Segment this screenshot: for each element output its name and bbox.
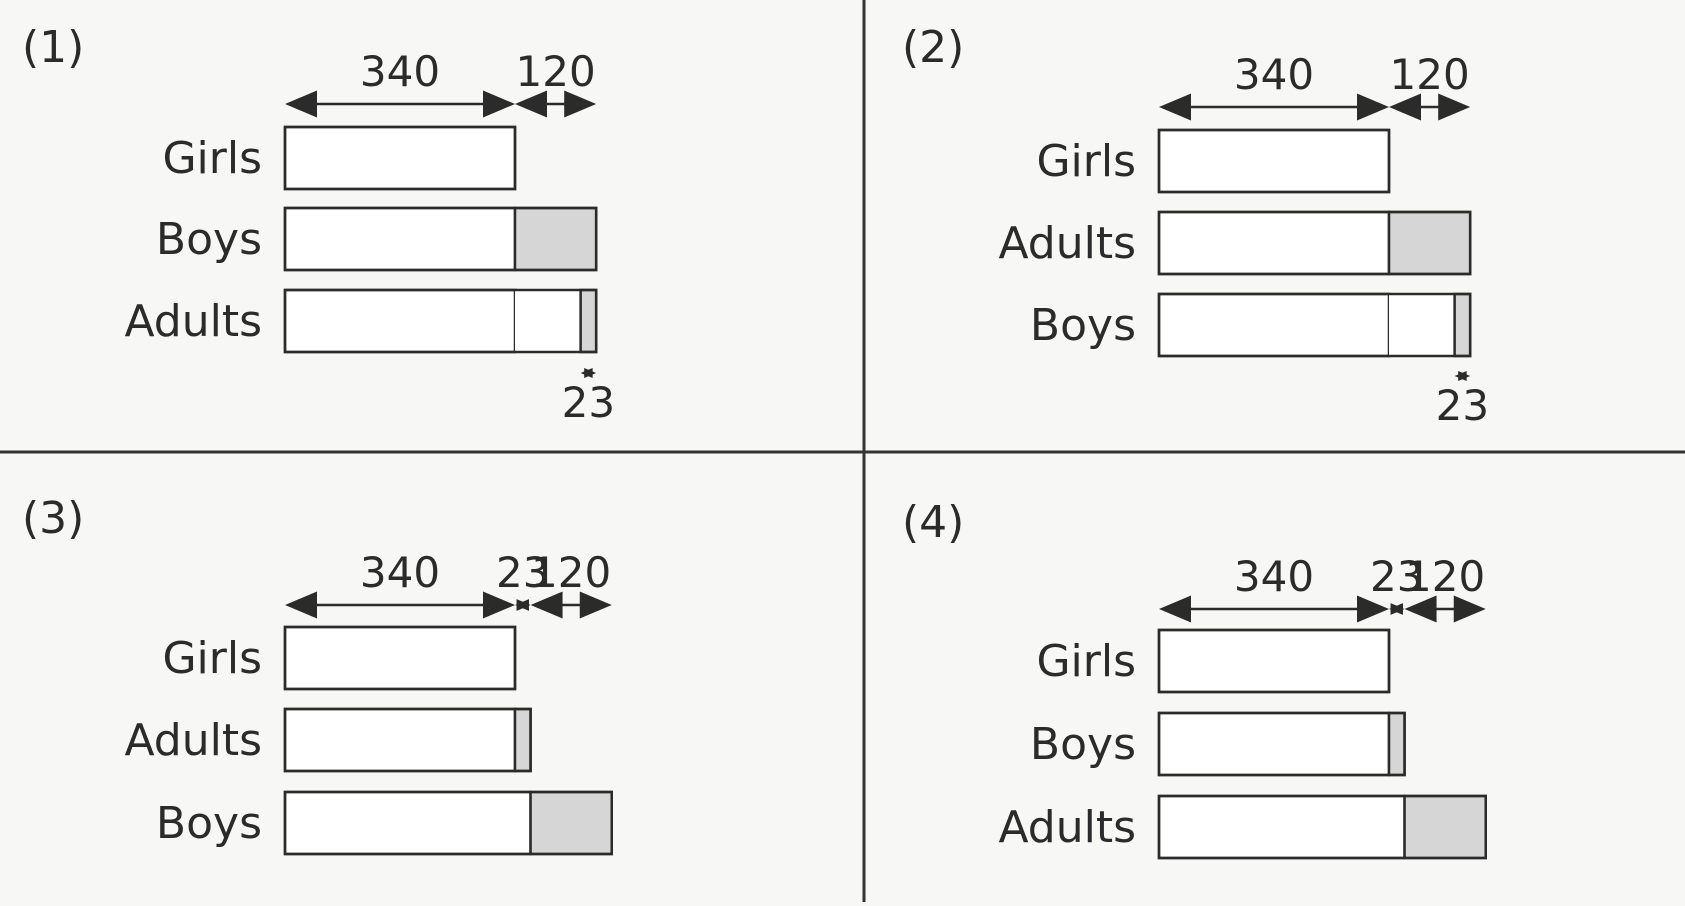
dimension-label: 340 — [1234, 552, 1314, 601]
bar-segment-shaded — [513, 707, 532, 773]
bar-outline — [1157, 210, 1472, 276]
dimension-label: 340 — [360, 548, 440, 597]
panel-number: (3) — [22, 493, 84, 544]
bar-label: Adults — [998, 218, 1136, 269]
bar-segment-shaded — [579, 288, 598, 354]
dimension-label: 340 — [1234, 50, 1314, 99]
dimension-arrow — [515, 599, 531, 611]
bar-segment-shaded — [1453, 292, 1472, 358]
dimension-arrow — [1404, 595, 1486, 623]
bar-label: Girls — [162, 133, 262, 184]
bar-label: Adults — [124, 296, 262, 347]
bar-boys: Boys — [156, 790, 613, 856]
dimension-label: 120 — [531, 548, 611, 597]
dimension-arrow-small — [580, 367, 597, 379]
bar-outline — [283, 206, 598, 272]
dimension-arrow — [1389, 93, 1471, 121]
bar-outline — [283, 288, 598, 354]
bar-segment-shaded — [1387, 711, 1406, 777]
bar-segment — [283, 625, 517, 691]
dimension-arrow — [1159, 595, 1389, 623]
bar-segment — [283, 288, 517, 354]
bar-segment — [1389, 294, 1455, 356]
bar-girls: Girls — [1036, 128, 1391, 194]
bar-outline — [283, 125, 517, 191]
bar-girls: Girls — [1036, 628, 1391, 694]
bar-segment — [283, 125, 517, 191]
bar-boys: Boys — [156, 206, 598, 272]
dimension-label: 120 — [1390, 50, 1470, 99]
bar-segment-shaded — [529, 790, 613, 856]
bar-outline — [1157, 128, 1391, 194]
dimension-label: 120 — [516, 47, 596, 96]
dimension-arrow — [285, 591, 515, 619]
panel-1: (1) 340 120 Girls Boys Adults 23 — [22, 22, 615, 427]
bar-segment — [283, 707, 517, 773]
dimension-label: 23 — [496, 548, 549, 597]
panel-number: (2) — [902, 22, 964, 73]
bar-girls: Girls — [162, 125, 517, 191]
dimension-label: 23 — [1436, 381, 1489, 430]
bar-girls: Girls — [162, 625, 517, 691]
bar-label: Boys — [1030, 719, 1136, 770]
bar-adults: Adults — [998, 210, 1472, 276]
bar-segment-shaded — [1403, 794, 1487, 860]
dimension-arrow — [530, 591, 612, 619]
dimension-label: 23 — [1370, 552, 1423, 601]
bar-outline — [283, 625, 517, 691]
dimension-arrow — [1159, 93, 1389, 121]
bar-outline — [283, 790, 613, 856]
bar-segment — [283, 790, 532, 856]
bar-segment-shaded — [1387, 210, 1472, 276]
dimension-arrow-small — [1454, 370, 1471, 382]
dimension-label: 120 — [1405, 552, 1485, 601]
panel-number: (1) — [22, 22, 84, 73]
bar-outline — [283, 707, 532, 773]
bar-label: Boys — [156, 214, 262, 265]
bar-label: Boys — [1030, 300, 1136, 351]
bar-segment — [283, 206, 517, 272]
bar-adults: Adults — [998, 794, 1487, 860]
bar-boys: Boys — [1030, 711, 1406, 777]
bar-adults: Adults — [124, 288, 598, 354]
bar-boys: Boys — [1030, 292, 1472, 358]
bar-segment — [1157, 628, 1391, 694]
bar-adults: Adults — [124, 707, 532, 773]
bar-label: Girls — [1036, 636, 1136, 687]
panel-2: (2) 340 120 Girls Adults Boys 23 — [902, 22, 1489, 430]
bar-segment — [1157, 292, 1391, 358]
bar-outline — [1157, 711, 1406, 777]
bar-outline — [1157, 292, 1472, 358]
bar-label: Girls — [162, 633, 262, 684]
bar-outline — [1157, 628, 1391, 694]
bar-segment — [1157, 210, 1391, 276]
bar-label: Girls — [1036, 136, 1136, 187]
bar-segment — [1157, 794, 1406, 860]
bar-segment — [1157, 128, 1391, 194]
bar-label: Adults — [998, 802, 1136, 853]
dimension-label: 23 — [562, 378, 615, 427]
bar-label: Adults — [124, 715, 262, 766]
bar-segment-shaded — [513, 206, 598, 272]
dimension-arrow — [515, 90, 597, 118]
bar-segment — [1157, 711, 1391, 777]
panel-number: (4) — [902, 497, 964, 548]
dimension-arrow — [285, 90, 515, 118]
dimension-label: 340 — [360, 47, 440, 96]
bar-segment — [515, 290, 581, 352]
dimension-arrow — [1389, 603, 1405, 615]
bar-label: Boys — [156, 798, 262, 849]
bar-outline — [1157, 794, 1487, 860]
